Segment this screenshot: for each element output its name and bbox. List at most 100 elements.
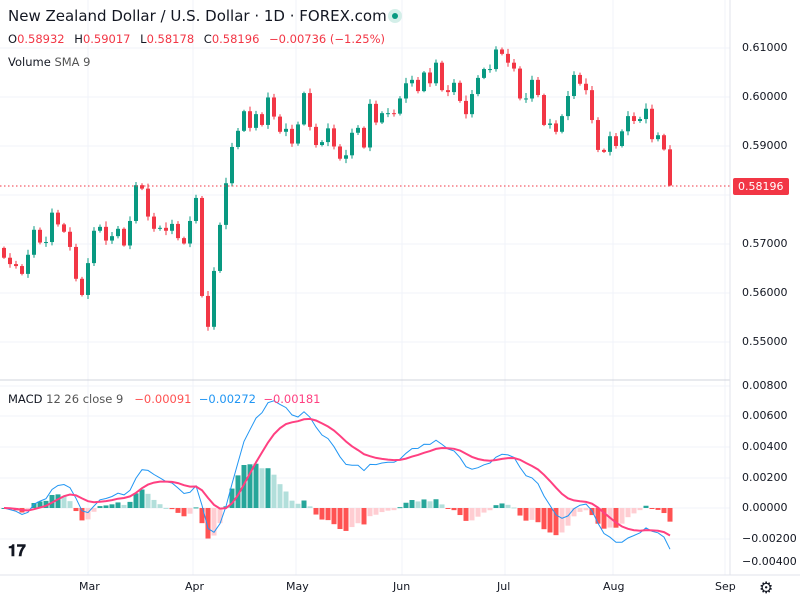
candle-body bbox=[170, 223, 174, 231]
candle bbox=[212, 267, 216, 330]
macd-histogram-bar bbox=[577, 508, 583, 512]
candle bbox=[542, 93, 546, 127]
macd-histogram-bar bbox=[73, 508, 79, 512]
macd-histogram-bar bbox=[289, 500, 295, 508]
candle-body bbox=[488, 69, 492, 71]
macd-histogram-bar bbox=[595, 508, 601, 524]
symbol-title-text: New Zealand Dollar / U.S. Dollar · 1D · … bbox=[8, 7, 387, 25]
candle-body bbox=[254, 114, 258, 128]
candle bbox=[422, 71, 426, 93]
macd-histogram-bar bbox=[433, 499, 439, 508]
symbol-title[interactable]: New Zealand Dollar / U.S. Dollar · 1D · … bbox=[8, 7, 387, 25]
candle bbox=[164, 222, 168, 236]
macd-histogram-bar bbox=[319, 508, 325, 520]
candle-body bbox=[392, 113, 396, 115]
candle bbox=[32, 226, 36, 258]
candle bbox=[146, 183, 150, 221]
candle-body bbox=[656, 135, 660, 140]
candle bbox=[116, 226, 120, 239]
candle-body bbox=[116, 228, 120, 237]
macd-histogram-bar bbox=[529, 508, 535, 520]
macd-histogram-bar bbox=[385, 508, 391, 511]
candle bbox=[566, 91, 570, 121]
candle-body bbox=[572, 74, 576, 97]
macd-histogram-bar bbox=[331, 508, 337, 525]
candle bbox=[458, 80, 462, 103]
macd-histogram-bar bbox=[241, 465, 247, 508]
macd-histogram-bar bbox=[541, 508, 547, 530]
gear-icon[interactable]: ⚙ bbox=[759, 578, 774, 597]
candle-body bbox=[398, 98, 402, 114]
candle-body bbox=[500, 49, 504, 54]
time-tick: Apr bbox=[185, 580, 205, 593]
macd-histogram-bar bbox=[445, 508, 451, 509]
candle-body bbox=[614, 136, 618, 146]
macd-tick: 0.00200 bbox=[742, 471, 788, 484]
candle-body bbox=[506, 53, 510, 63]
candle-body bbox=[290, 128, 294, 144]
candle bbox=[266, 92, 270, 129]
candle bbox=[644, 103, 648, 124]
macd-histogram-bar bbox=[379, 508, 385, 513]
candle bbox=[260, 112, 264, 127]
candle bbox=[218, 222, 222, 273]
macd-histogram-bar bbox=[571, 508, 577, 517]
candle-body bbox=[86, 263, 90, 295]
macd-histogram-bar bbox=[115, 502, 121, 508]
candle bbox=[2, 246, 6, 259]
time-tick: Sep bbox=[715, 580, 736, 593]
change-value: −0.00736 (−1.25%) bbox=[269, 32, 386, 46]
candle bbox=[200, 196, 204, 298]
candle-body bbox=[668, 149, 672, 186]
candle bbox=[440, 60, 444, 92]
candle-body bbox=[512, 62, 516, 69]
macd-signal-value: −0.00181 bbox=[263, 392, 321, 406]
high-value: 0.59017 bbox=[82, 32, 131, 46]
macd-histogram-bar bbox=[169, 508, 175, 510]
macd-histogram-bar bbox=[643, 505, 649, 508]
macd-histogram-bar bbox=[511, 507, 517, 509]
volume-legend[interactable]: Volume SMA 9 bbox=[8, 55, 91, 69]
macd-histogram-bar bbox=[271, 474, 277, 508]
candle-body bbox=[236, 130, 240, 147]
candle bbox=[404, 77, 408, 103]
macd-histogram-bar bbox=[79, 508, 85, 521]
candle-body bbox=[434, 62, 438, 84]
macd-histogram-bar bbox=[121, 504, 127, 508]
candle-body bbox=[104, 226, 108, 241]
macd-histogram-value: −0.00091 bbox=[134, 392, 192, 406]
candle-body bbox=[332, 128, 336, 147]
candle-body bbox=[14, 264, 18, 267]
candle-body bbox=[368, 103, 372, 148]
candle bbox=[134, 181, 138, 224]
candle bbox=[62, 222, 66, 233]
volume-label: Volume bbox=[8, 55, 51, 69]
candle bbox=[626, 111, 630, 136]
candle bbox=[500, 47, 504, 56]
candle-body bbox=[476, 77, 480, 95]
macd-histogram-bar bbox=[301, 500, 307, 508]
low-value: 0.58178 bbox=[146, 32, 195, 46]
candle bbox=[650, 104, 654, 143]
macd-histogram-bar bbox=[61, 496, 67, 508]
candle bbox=[20, 264, 24, 276]
candle-body bbox=[422, 72, 426, 92]
candle-body bbox=[584, 83, 588, 91]
macd-histogram-bar bbox=[493, 505, 499, 508]
macd-histogram-bar bbox=[421, 499, 427, 508]
candle bbox=[320, 140, 324, 147]
macd-histogram-bar bbox=[553, 508, 559, 536]
candle-body bbox=[470, 94, 474, 115]
candle-body bbox=[536, 79, 540, 96]
candle bbox=[122, 227, 126, 247]
macd-histogram-bar bbox=[535, 508, 541, 523]
macd-legend[interactable]: MACD 12 26 close 9 −0.00091 −0.00272 −0.… bbox=[8, 392, 321, 406]
time-tick: Jul bbox=[497, 580, 511, 593]
macd-histogram-bar bbox=[403, 502, 409, 508]
candle bbox=[302, 91, 306, 126]
macd-histogram-bar bbox=[277, 484, 283, 508]
tradingview-logo[interactable]: 𝟏𝟕 bbox=[8, 541, 26, 560]
candle bbox=[248, 106, 252, 132]
candle-body bbox=[632, 116, 636, 122]
